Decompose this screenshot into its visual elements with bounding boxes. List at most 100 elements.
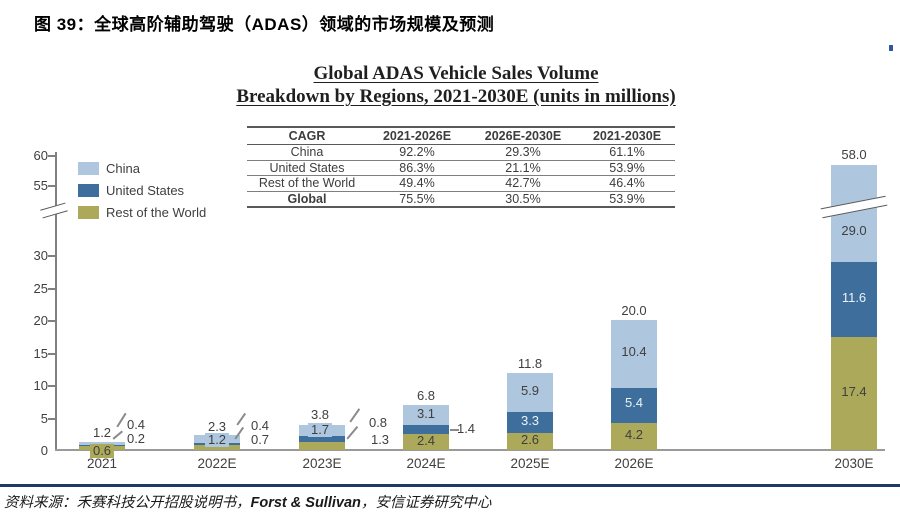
label-us-2026e: 5.4 (624, 395, 644, 410)
y-tick (48, 353, 55, 355)
y-tick-label: 15 (33, 346, 48, 361)
bar-segment-2026E-rest-of-the-world (611, 422, 657, 450)
row-label: United States (269, 160, 345, 175)
bar-segment-2024E-china (403, 405, 449, 426)
label-total-2022e: 2.3 (207, 419, 227, 434)
cell: 53.9% (609, 191, 645, 206)
legend-item-rest-of-world: Rest of the World (78, 201, 206, 223)
label-total-2030e: 58.0 (841, 147, 867, 162)
source-note: 资料来源：禾赛科技公开招股说明书，Forst & Sullivan，安信证券研究… (4, 491, 491, 512)
cell: 86.3% (399, 160, 435, 175)
row-label: Rest of the World (258, 176, 356, 191)
label-china-2024e: 3.1 (416, 406, 436, 421)
label-total-2023e: 3.8 (310, 407, 330, 422)
label-row-2024e: 2.4 (416, 433, 436, 448)
y-tick-label: 60 (33, 148, 48, 163)
label-china-2022e: 1.2 (204, 433, 230, 447)
table-row: China 92.2% 29.3% 61.1% (247, 145, 675, 161)
legend-item-china: China (78, 157, 206, 179)
label-row-2026e: 4.2 (624, 427, 644, 442)
leader-line (349, 408, 360, 423)
cagr-header-cell: 2021-2026E (382, 129, 452, 143)
leader-line (346, 426, 358, 440)
bar-segment-2021-china (79, 442, 125, 445)
legend-swatch-china (78, 161, 99, 175)
footer-rule (0, 484, 900, 487)
y-tick (48, 385, 55, 387)
chart-title: Global ADAS Vehicle Sales Volume Breakdo… (150, 62, 762, 108)
row-label: China (290, 145, 324, 160)
y-axis-break-icon (40, 202, 68, 219)
bar-segment-2025E-united-states (507, 411, 553, 434)
table-row: Rest of the World 49.4% 42.7% 46.4% (247, 176, 675, 192)
y-tick (48, 185, 55, 187)
legend-label: China (106, 160, 140, 176)
bar-segment-2026E-united-states (611, 387, 657, 423)
y-tick-label: 20 (33, 313, 48, 328)
label-total-2021: 1.2 (92, 425, 112, 440)
chart-title-line2: Breakdown by Regions, 2021-2030E (units … (236, 86, 676, 107)
label-us-2023e: 0.8 (368, 415, 388, 430)
cell: 21.1% (505, 160, 541, 175)
bar-segment-2030E-united-states (831, 261, 877, 337)
cell: 46.4% (609, 176, 645, 191)
legend-item-united-states: United States (78, 179, 206, 201)
x-axis-line (55, 449, 885, 451)
y-tick-label: 30 (33, 248, 48, 263)
label-china-2025e: 5.9 (520, 383, 540, 398)
label-total-2026e: 20.0 (621, 303, 647, 318)
x-label-2030e: 2030E (834, 456, 874, 471)
table-row: United States 86.3% 21.1% 53.9% (247, 160, 675, 176)
label-total-2024e: 6.8 (416, 388, 436, 403)
y-tick (48, 155, 55, 157)
y-tick (48, 288, 55, 290)
cagr-table-header: CAGR 2021-2026E 2026E-2030E 2021-2030E (247, 126, 675, 145)
cagr-header-cell: CAGR (288, 129, 326, 143)
cell: 49.4% (399, 176, 435, 191)
legend: China United States Rest of the World (78, 157, 206, 223)
label-china-2030e: 29.0 (841, 223, 867, 238)
figure-title: 图 39：全球高阶辅助驾驶（ADAS）领域的市场规模及预测 (34, 15, 495, 34)
cagr-table: CAGR 2021-2026E 2026E-2030E 2021-2030E C… (247, 126, 675, 208)
x-label-2021: 2021 (86, 456, 118, 471)
cell: 29.3% (505, 145, 541, 160)
bar-segment-2026E-china (611, 320, 657, 388)
y-axis-line (55, 152, 57, 450)
y-tick-label: 5 (40, 411, 48, 426)
label-us-2021: 0.2 (126, 431, 146, 446)
cagr-header-cell: 2026E-2030E (484, 129, 562, 143)
label-row-2023e: 1.3 (370, 432, 390, 447)
label-us-2024e: 1.4 (456, 421, 476, 436)
cagr-header-cell: 2021-2030E (592, 129, 662, 143)
bar-segment-2024E-rest-of-the-world (403, 434, 449, 450)
y-tick (48, 418, 55, 420)
y-tick (48, 320, 55, 322)
legend-label: United States (106, 182, 185, 198)
legend-swatch-united-states (78, 183, 99, 197)
bar-segment-2023E-united-states (299, 436, 345, 442)
y-tick (48, 255, 55, 257)
y-tick-label: 10 (33, 378, 48, 393)
leader-line (450, 429, 459, 431)
label-row-2025e: 2.6 (520, 432, 540, 447)
label-china-2023e: 1.7 (307, 423, 333, 437)
cell: 42.7% (505, 176, 541, 191)
source-suffix: ，安信证券研究中心 (360, 495, 492, 511)
leader-line (116, 412, 127, 428)
label-us-2025e: 3.3 (520, 413, 540, 428)
leader-line (236, 412, 246, 426)
page-artifact-dot (889, 45, 893, 51)
cell: 53.9% (609, 160, 645, 175)
cell: 92.2% (399, 145, 435, 160)
leader-line (112, 430, 123, 440)
cell: 75.5% (399, 191, 435, 206)
bar-segment-2024E-united-states (403, 425, 449, 435)
label-china-2021: 0.4 (126, 417, 146, 432)
x-label-2022e: 2022E (197, 456, 237, 471)
y-tick-label: 0 (40, 443, 48, 458)
bar-segment-2023E-rest-of-the-world (299, 441, 345, 450)
label-row-2030e: 17.4 (841, 384, 867, 399)
chart-title-line1: Global ADAS Vehicle Sales Volume (313, 63, 599, 84)
y-tick-label: 25 (33, 281, 48, 296)
